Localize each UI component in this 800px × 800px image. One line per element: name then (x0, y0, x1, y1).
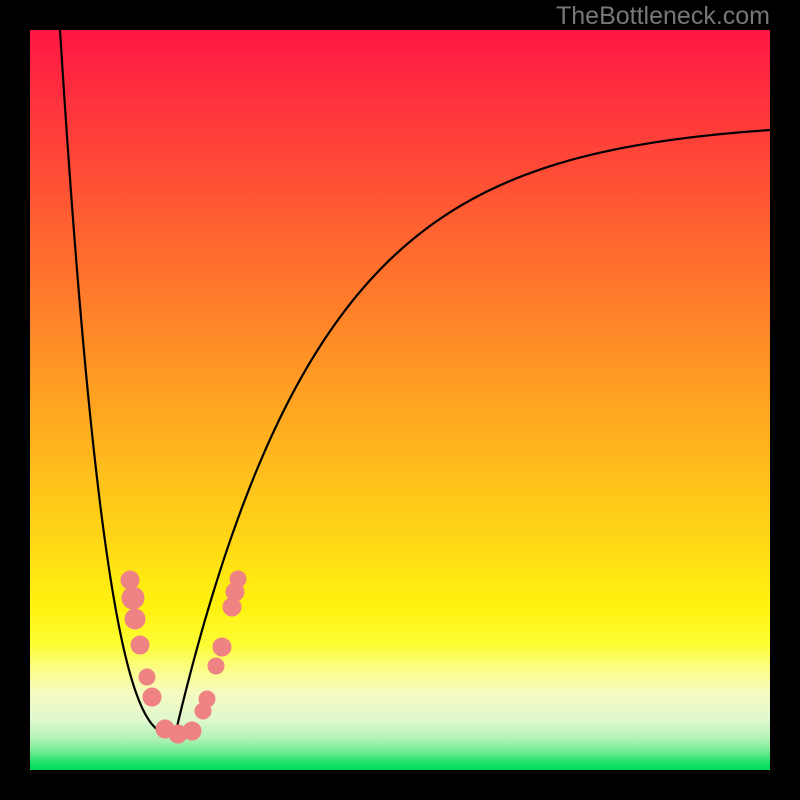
bottleneck-curve (60, 30, 770, 735)
data-marker (213, 638, 231, 656)
data-marker (121, 571, 139, 589)
data-marker (143, 688, 161, 706)
watermark-text: TheBottleneck.com (556, 2, 770, 31)
data-marker (183, 722, 201, 740)
data-marker (199, 691, 215, 707)
data-markers (121, 571, 246, 743)
data-marker (125, 609, 145, 629)
data-marker (230, 571, 246, 587)
data-marker (122, 587, 144, 609)
data-marker (139, 669, 155, 685)
data-marker (208, 658, 224, 674)
chart-svg (0, 0, 800, 800)
data-marker (131, 636, 149, 654)
